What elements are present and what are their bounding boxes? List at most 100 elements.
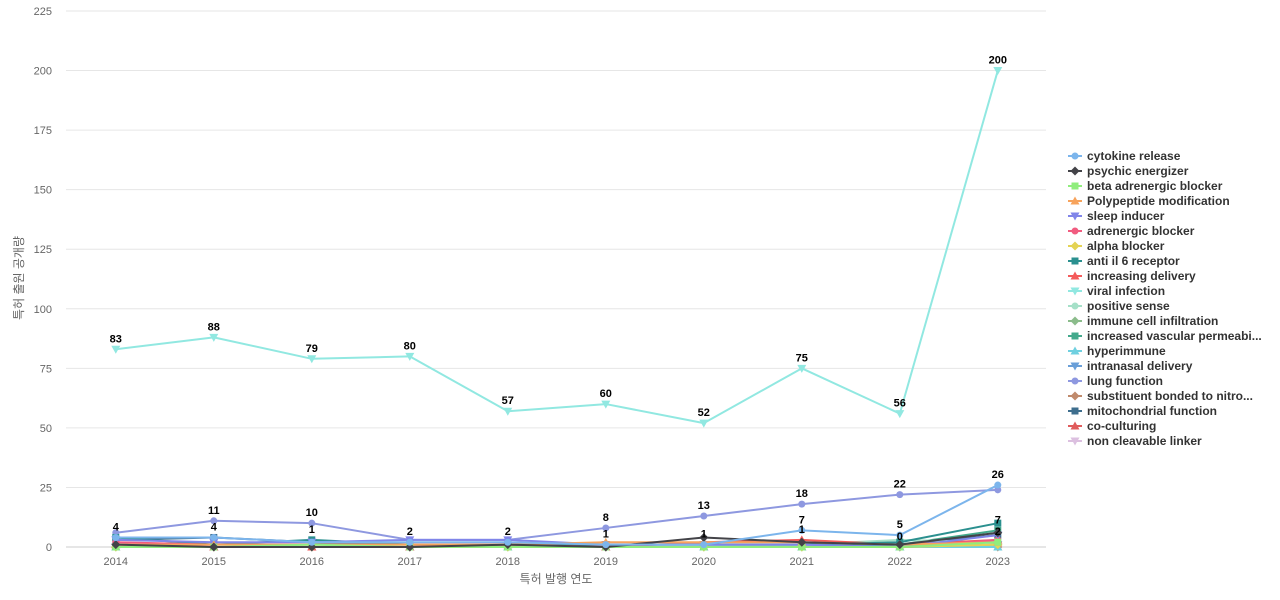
y-tick-label: 125 bbox=[34, 244, 52, 256]
legend-label: increased vascular permeabi... bbox=[1087, 329, 1262, 343]
data-point bbox=[896, 491, 904, 499]
data-point bbox=[308, 538, 316, 546]
legend-symbol bbox=[1070, 437, 1080, 446]
data-label: 1 bbox=[309, 524, 315, 536]
legend-label: lung function bbox=[1087, 374, 1163, 388]
x-tick-label: 2019 bbox=[594, 556, 618, 568]
legend-symbol bbox=[1071, 377, 1079, 385]
legend-symbol bbox=[1071, 302, 1079, 310]
legend-item-beta-adrenergic-blocker[interactable]: beta adrenergic blocker bbox=[1068, 179, 1223, 193]
series-line bbox=[115, 70, 999, 425]
data-point bbox=[797, 364, 807, 373]
data-point bbox=[994, 519, 1002, 527]
series-lung-function[interactable] bbox=[112, 486, 1002, 544]
series-psychic-energizer[interactable] bbox=[111, 528, 1003, 552]
x-tick-label: 2017 bbox=[398, 556, 422, 568]
data-point bbox=[308, 519, 316, 527]
data-point bbox=[797, 537, 807, 547]
data-label: 200 bbox=[989, 55, 1007, 67]
legend-label: positive sense bbox=[1087, 299, 1170, 313]
data-label: 2 bbox=[407, 526, 413, 538]
legend-item-sleep-inducer[interactable]: sleep inducer bbox=[1068, 209, 1165, 223]
data-label: 1 bbox=[701, 529, 707, 541]
legend-label: intranasal delivery bbox=[1087, 359, 1193, 373]
legend-item-increased-vascular-permeabi[interactable]: increased vascular permeabi... bbox=[1068, 329, 1262, 343]
y-tick-label: 0 bbox=[46, 542, 52, 554]
legend-label: co-culturing bbox=[1087, 419, 1156, 433]
legend-item-substituent-bonded-to-nitro[interactable]: substituent bonded to nitro... bbox=[1068, 389, 1253, 403]
series-viral-infection[interactable] bbox=[111, 67, 1003, 428]
legend-item-polypeptide-modification[interactable]: Polypeptide modification bbox=[1068, 194, 1230, 208]
legend-label: increasing delivery bbox=[1087, 269, 1196, 283]
legend-label: psychic energizer bbox=[1087, 164, 1189, 178]
legend-item-psychic-energizer[interactable]: psychic energizer bbox=[1068, 164, 1189, 178]
legend-item-cytokine-release[interactable]: cytokine release bbox=[1068, 149, 1181, 163]
series-line bbox=[115, 534, 998, 548]
data-point bbox=[895, 410, 905, 419]
x-tick-label: 2015 bbox=[202, 556, 226, 568]
legend-item-immune-cell-infiltration[interactable]: immune cell infiltration bbox=[1068, 314, 1218, 328]
grid bbox=[66, 10, 1046, 548]
x-axis: 2014 2015 2016 2017 2018 2019 2020 2021 2022 2023 bbox=[104, 556, 1010, 568]
data-label: 60 bbox=[600, 388, 612, 400]
data-label: 7 bbox=[995, 514, 1001, 526]
legend-label: cytokine release bbox=[1087, 149, 1181, 163]
x-tick-label: 2022 bbox=[888, 556, 912, 568]
legend-symbol bbox=[1070, 346, 1080, 355]
legend-label: immune cell infiltration bbox=[1087, 314, 1218, 328]
legend-item-non-cleavable-linker[interactable]: non cleavable linker bbox=[1068, 434, 1202, 448]
data-label: 57 bbox=[502, 395, 514, 407]
data-label: 1 bbox=[799, 524, 805, 536]
legend-item-alpha-blocker[interactable]: alpha blocker bbox=[1068, 239, 1165, 253]
legend-item-increasing-delivery[interactable]: increasing delivery bbox=[1068, 269, 1196, 283]
legend-item-intranasal-delivery[interactable]: intranasal delivery bbox=[1068, 359, 1193, 373]
legend-symbol bbox=[1070, 421, 1080, 430]
legend-item-adrenergic-blocker[interactable]: adrenergic blocker bbox=[1068, 224, 1195, 238]
legend-item-co-culturing[interactable]: co-culturing bbox=[1068, 419, 1156, 433]
data-label: 5 bbox=[897, 519, 903, 531]
data-point bbox=[798, 500, 806, 508]
legend-symbol bbox=[1071, 407, 1079, 415]
legend-symbol bbox=[1071, 227, 1079, 235]
data-point bbox=[993, 528, 1003, 538]
legend-label: adrenergic blocker bbox=[1087, 224, 1195, 238]
x-tick-label: 2018 bbox=[496, 556, 520, 568]
x-tick-label: 2023 bbox=[986, 556, 1010, 568]
legend-label: alpha blocker bbox=[1087, 239, 1165, 253]
legend-item-mitochondrial-function[interactable]: mitochondrial function bbox=[1068, 404, 1217, 418]
data-point bbox=[602, 541, 610, 549]
y-tick-label: 200 bbox=[34, 66, 52, 78]
legend-item-lung-function[interactable]: lung function bbox=[1068, 374, 1163, 388]
data-point bbox=[700, 541, 708, 549]
data-point bbox=[699, 532, 709, 542]
data-label: 88 bbox=[208, 321, 220, 333]
data-point bbox=[405, 352, 415, 361]
data-point bbox=[112, 533, 120, 541]
x-tick-label: 2016 bbox=[300, 556, 324, 568]
legend-symbol bbox=[1070, 287, 1080, 296]
data-label: 4 bbox=[211, 521, 218, 533]
legend-item-anti-il-6-receptor[interactable]: anti il 6 receptor bbox=[1068, 254, 1180, 268]
legend-label: substituent bonded to nitro... bbox=[1087, 389, 1253, 403]
data-label: 4 bbox=[113, 521, 120, 533]
data-label: 83 bbox=[110, 333, 122, 345]
data-point bbox=[699, 419, 709, 428]
legend-symbol bbox=[1070, 316, 1080, 326]
legend-item-hyperimmune[interactable]: hyperimmune bbox=[1068, 344, 1166, 358]
plot-area bbox=[111, 67, 1003, 552]
legend-label: mitochondrial function bbox=[1087, 404, 1217, 418]
data-label: 18 bbox=[796, 488, 808, 500]
data-point bbox=[994, 481, 1002, 489]
legend-symbol bbox=[1070, 391, 1080, 401]
data-point bbox=[209, 542, 219, 552]
data-point bbox=[406, 538, 414, 546]
series-cytokine-release[interactable] bbox=[112, 481, 1002, 549]
y-tick-label: 225 bbox=[34, 6, 52, 18]
data-point bbox=[994, 538, 1002, 546]
data-point bbox=[993, 67, 1003, 76]
data-label: 52 bbox=[698, 407, 710, 419]
legend-item-viral-infection[interactable]: viral infection bbox=[1068, 284, 1165, 298]
legend-item-positive-sense[interactable]: positive sense bbox=[1068, 299, 1170, 313]
